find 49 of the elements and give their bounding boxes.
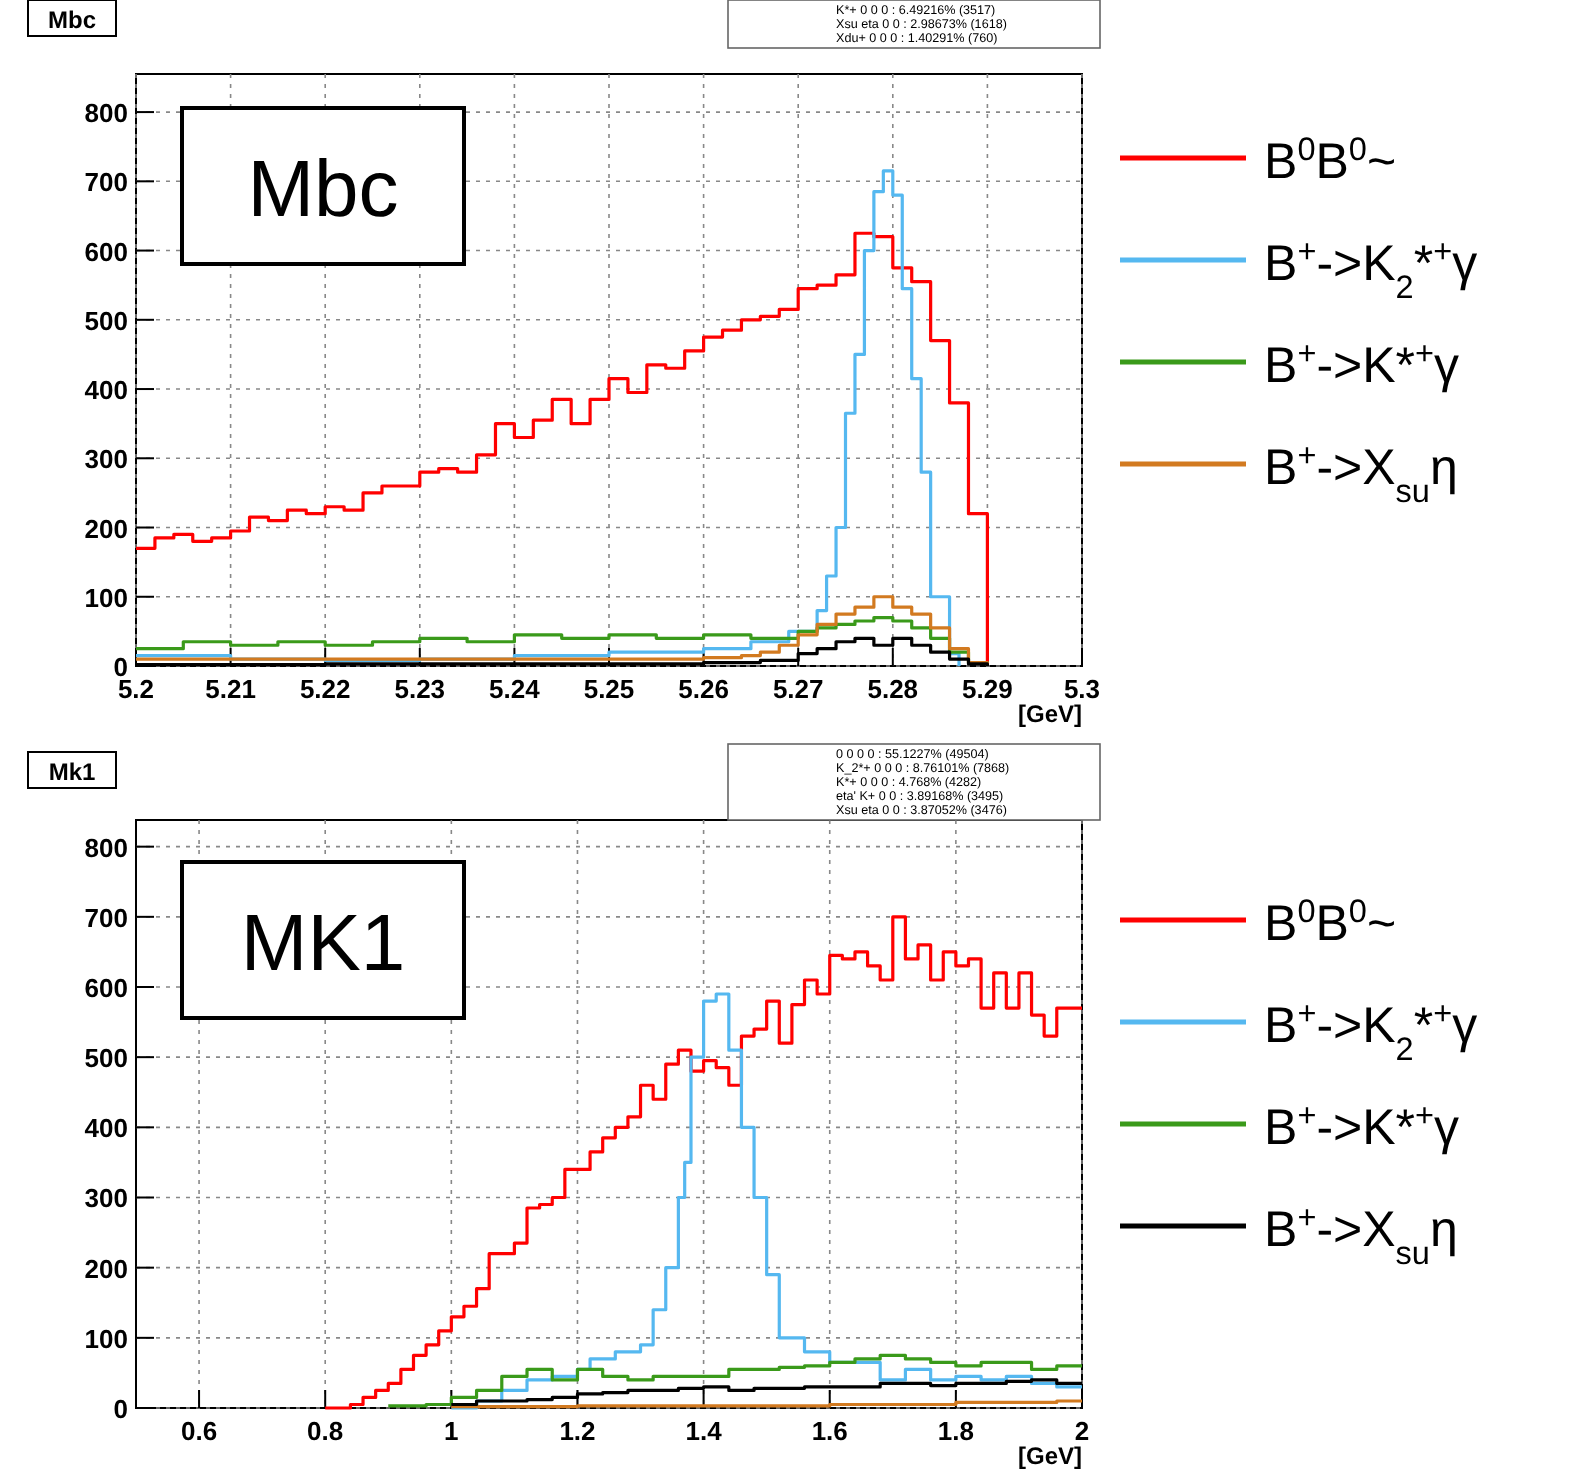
legend-label: B$^{+}$->K$_{2}$*$^{+}$γ (1264, 234, 1479, 306)
x-tick-label: 5.21 (205, 674, 256, 704)
x-tick-label: 1.2 (559, 1416, 596, 1446)
x-tick-label: 1.6 (811, 1416, 848, 1446)
x-tick-label: 5.27 (772, 674, 824, 704)
x-tick-label: 0.8 (307, 1416, 344, 1446)
y-tick-label: 400 (84, 375, 128, 406)
y-tick-label: 200 (84, 1253, 128, 1284)
x-tick-label: 5.28 (867, 674, 919, 704)
legend-label: B$^{+}$->K*$^{+}$γ (1264, 1098, 1461, 1156)
legend-label: B$^{+}$->X$_{su}$η (1264, 1200, 1458, 1272)
y-tick-label: 500 (84, 1043, 128, 1074)
x-tick-label: 1.4 (685, 1416, 724, 1446)
y-tick-label: 500 (84, 305, 128, 336)
legend-label: B$^{0}$B$^{0}$~ (1264, 894, 1397, 952)
y-tick-label: 700 (84, 167, 128, 198)
legend-label: B$^{+}$->K*$^{+}$γ (1264, 336, 1461, 394)
x-tick-label: 0.6 (180, 1416, 218, 1446)
x-tick-label: 5.22 (299, 674, 351, 704)
x-axis-title: [GeV] (1017, 1442, 1082, 1470)
x-tick-label: 5.3 (1063, 674, 1101, 704)
x-tick-label: 5.26 (678, 674, 729, 704)
x-tick-label: 2 (1074, 1416, 1090, 1446)
y-tick-label: 0 (113, 1394, 128, 1424)
legend-label: B$^{+}$->K$_{2}$*$^{+}$γ (1264, 996, 1479, 1068)
y-tick-label: 300 (84, 1183, 128, 1214)
x-tick-label: 1 (444, 1416, 459, 1446)
legend-label: B$^{0}$B$^{0}$~ (1264, 132, 1397, 190)
y-tick-label: 100 (84, 582, 128, 613)
y-tick-label: 200 (84, 513, 128, 544)
x-tick-label: 5.29 (962, 674, 1013, 704)
y-tick-label: 600 (84, 973, 128, 1003)
y-tick-label: 100 (84, 1323, 128, 1354)
annotation: Mbc (247, 146, 399, 234)
x-tick-label: 5.24 (489, 674, 542, 704)
x-tick-label: 5.23 (394, 674, 446, 704)
x-tick-label: 1.8 (937, 1416, 974, 1446)
y-tick-label: 300 (84, 444, 128, 475)
y-tick-label: 800 (84, 98, 128, 129)
chart-title: Mk1 (48, 758, 96, 786)
y-tick-label: 600 (84, 236, 128, 267)
y-tick-label: 400 (84, 1113, 128, 1144)
chart-title: Mbc (48, 6, 97, 34)
y-tick-label: 800 (84, 832, 128, 863)
x-tick-label: 5.25 (583, 674, 635, 704)
annotation: MK1 (240, 900, 406, 988)
y-tick-label: 700 (84, 902, 128, 933)
legend-label: B$^{+}$->X$_{su}$η (1264, 438, 1458, 510)
x-axis-title: [GeV] (1017, 700, 1082, 728)
